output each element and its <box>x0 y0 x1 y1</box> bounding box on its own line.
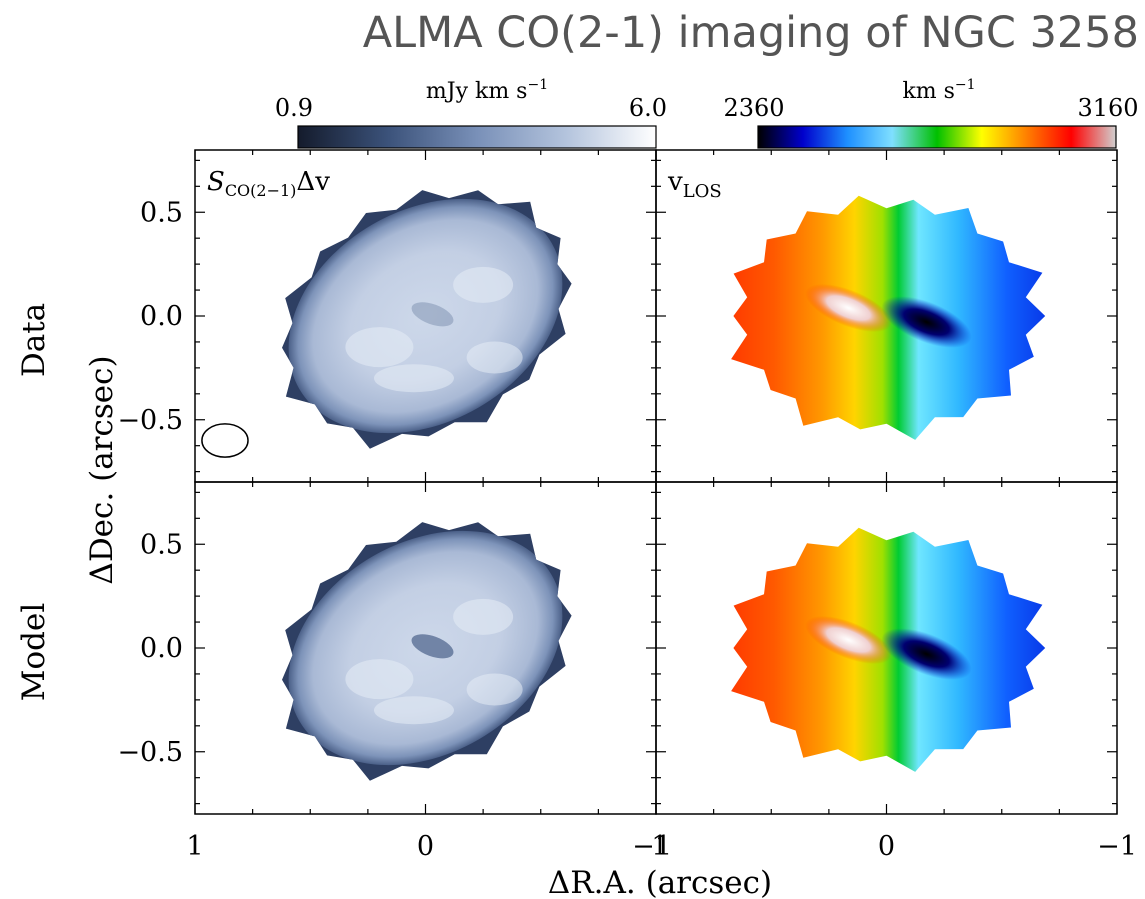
colorbar-flux <box>298 126 656 148</box>
panels: SCO(2−1)Δv vLOS <box>195 150 1117 814</box>
y-tick-label: 0.5 <box>140 529 183 560</box>
x-tick-label: 1 <box>186 831 203 862</box>
beam-ellipse <box>202 424 248 457</box>
velocity-map <box>686 492 1086 803</box>
y-tick-label: −0.5 <box>117 405 183 436</box>
flux-map <box>225 483 625 812</box>
panel-model-flux <box>195 482 656 814</box>
y-axis-label: ΔDec. (arcsec) <box>84 355 120 584</box>
panel-data-velocity: vLOS <box>656 150 1117 482</box>
x-tick-label: 0 <box>878 831 895 862</box>
x-tick-label: 0 <box>417 831 434 862</box>
colorbar-velocity <box>758 126 1116 148</box>
x-tick-label: 1 <box>651 831 668 862</box>
colorbar-min-label: 2360 <box>723 94 784 122</box>
row-label-model: Model <box>16 603 52 702</box>
row-label-data: Data <box>16 303 52 377</box>
colorbar-max-label: 6.0 <box>629 94 667 122</box>
x-axis-label: ΔR.A. (arcsec) <box>548 865 772 899</box>
colorbar-unit-label: km s−1 <box>902 77 975 104</box>
colorbar-min-label: 0.9 <box>275 94 313 122</box>
panel-data-flux: SCO(2−1)Δv <box>195 150 656 482</box>
colorbar-unit-label: mJy km s−1 <box>426 77 548 104</box>
y-tick-label: 0.0 <box>140 633 183 664</box>
y-tick-label: −0.5 <box>117 737 183 768</box>
colorbars: 0.9 6.0 mJy km s−1 2360 3160 km s−1 <box>275 77 1139 148</box>
y-tick-label: 0.5 <box>140 197 183 228</box>
colorbar-max-label: 3160 <box>1077 94 1138 122</box>
y-tick-label: 0.0 <box>140 301 183 332</box>
x-tick-label: −1 <box>1097 831 1137 862</box>
velocity-map <box>686 160 1086 471</box>
velocity-panel-label: vLOS <box>667 167 722 202</box>
panel-model-velocity <box>656 482 1117 814</box>
flux-panel-label: SCO(2−1)Δv <box>207 167 330 200</box>
flux-map <box>225 151 625 480</box>
